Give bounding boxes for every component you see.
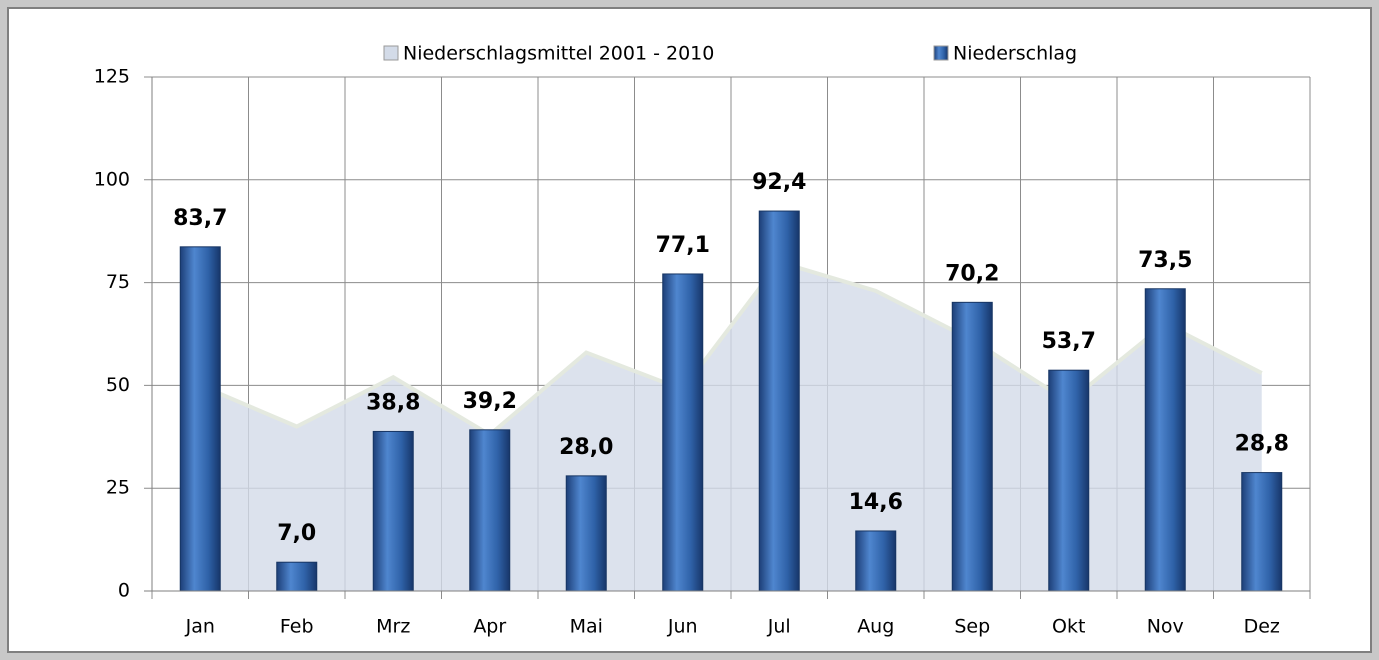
bar [565,475,607,592]
bar [179,246,221,592]
data-label: 53,7 [1042,329,1096,354]
data-label: 77,1 [656,233,710,258]
x-tick-label: Jan [185,616,215,638]
legend-swatch [383,45,399,61]
y-tick-label: 125 [94,66,130,88]
x-tick-label: Dez [1244,616,1280,638]
bar [855,530,897,592]
data-label: 28,8 [1235,432,1289,457]
data-label: 7,0 [277,521,316,546]
data-label: 73,5 [1138,248,1192,273]
x-tick-label: Mai [570,616,603,638]
data-label: 70,2 [945,261,999,286]
area [200,262,1262,591]
bar [662,273,704,592]
bar [276,561,318,592]
bar [951,301,993,592]
y-tick-label: 75 [106,271,130,293]
x-tick-label: Okt [1052,616,1085,638]
x-tick-label: Feb [280,616,314,638]
legend-swatch [933,45,949,61]
bar [1144,288,1186,592]
bar [372,430,414,592]
y-tick-label: 0 [118,580,130,602]
x-tick-label: Aug [857,616,894,638]
x-tick-label: Sep [954,616,990,638]
x-tick-label: Jun [667,616,698,638]
data-label: 92,4 [752,170,806,195]
x-tick-label: Jul [767,616,791,638]
legend-label: Niederschlagsmittel 2001 - 2010 [403,43,714,65]
data-label: 28,0 [559,435,613,460]
data-label: 83,7 [173,206,227,231]
bar [1048,369,1090,592]
bar [1241,472,1283,592]
data-label: 38,8 [366,390,420,415]
bar [758,210,800,592]
y-tick-label: 100 [94,168,130,190]
x-tick-label: Mrz [376,616,410,638]
x-tick-label: Nov [1147,616,1184,638]
bar [469,429,511,592]
legend-label: Niederschlag [953,43,1077,65]
y-tick-label: 50 [106,374,130,396]
y-tick-label: 25 [106,477,130,499]
x-tick-label: Apr [473,616,506,638]
data-label: 39,2 [463,389,517,414]
data-label: 14,6 [849,490,903,515]
